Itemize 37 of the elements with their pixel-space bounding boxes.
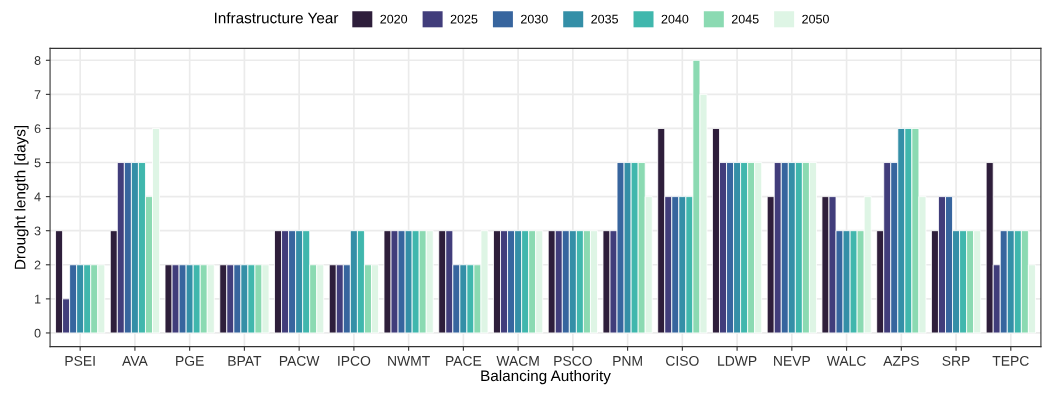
y-tick-label: 5 [34,158,41,168]
x-tick-label: WACM [496,355,539,366]
x-tick-label: PSCO [554,355,592,366]
y-tick-label: 4 [34,192,41,202]
y-tick-label: 8 [34,56,41,65]
x-tick-label: PACW [279,355,320,366]
x-tick-label: PACE [446,355,482,366]
x-tick-label: PGE [176,355,204,366]
y-tick-label: 7 [34,90,41,99]
x-axis-title: Balancing Authority [481,369,611,385]
legend-label: 2030 [521,14,548,24]
y-axis-title: Drought length [days] [14,125,29,269]
y-tick-label: 0 [34,328,41,338]
x-tick-label: LDWP [718,356,757,366]
legend-label: 2035 [591,14,618,24]
x-tick-label: NEVP [774,356,811,366]
y-tick-label: 1 [35,294,41,304]
legend-label: 2050 [802,14,829,24]
legend-title: Infrastructure Year [214,12,339,24]
x-tick-label: TEPC [992,355,1029,366]
x-tick-label: CISO [666,355,699,366]
y-tick-label: 6 [34,124,41,134]
legend-label: 2025 [450,14,478,24]
x-tick-label: BPAT [228,356,262,366]
legend-label: 2020 [380,14,408,24]
x-tick-label: NWMT [388,356,430,366]
legend-label: 2040 [661,14,689,24]
x-tick-label: PNM [613,356,642,366]
x-tick-label: AVA [122,356,148,366]
x-tick-label: PSEI [65,355,95,366]
y-tick-label: 2 [34,260,41,270]
x-tick-label: AZPS [883,355,919,366]
legend-label: 2045 [731,14,759,24]
x-tick-label: WALC [826,355,866,366]
y-tick-label: 3 [34,226,41,236]
x-tick-label: IPCO [338,355,371,366]
x-tick-label: SRP [942,355,970,366]
